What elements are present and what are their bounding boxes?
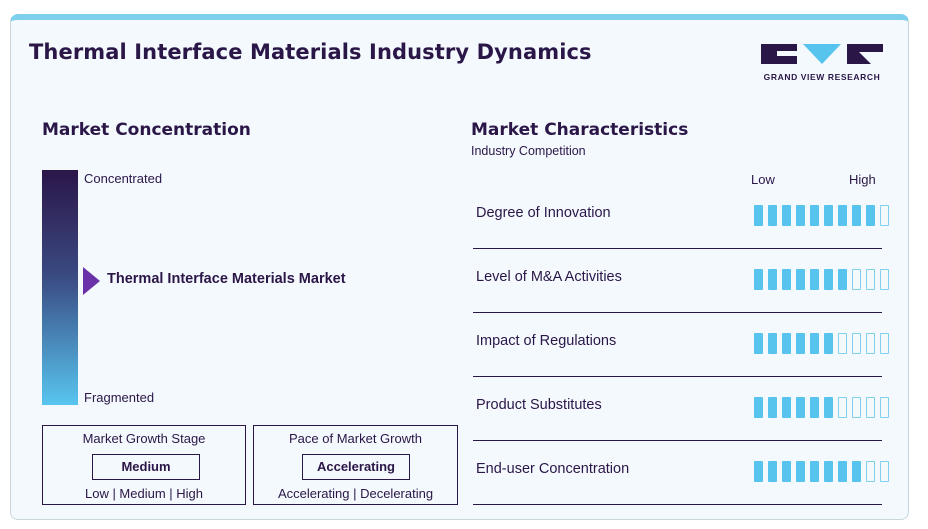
meter-segment-empty (852, 269, 861, 290)
characteristic-label: Level of M&A Activities (476, 269, 622, 285)
meter-segment-filled (810, 333, 819, 354)
meter-segment-filled (754, 205, 763, 226)
concentrated-label: Concentrated (84, 171, 163, 186)
meter-segment-filled (824, 205, 833, 226)
market-characteristics-heading: Market Characteristics (471, 120, 689, 140)
characteristic-row: Product Substitutes (473, 377, 889, 441)
meter-segment-empty (880, 269, 889, 290)
market-concentration-heading: Market Concentration (42, 120, 251, 140)
meter-segment-filled (768, 205, 777, 226)
meter-segment-filled (810, 397, 819, 418)
characteristic-label: End-user Concentration (476, 461, 630, 477)
meter-segment-filled (754, 269, 763, 290)
meter-segment-empty (866, 397, 875, 418)
growth-pace-options: Accelerating | Decelerating (277, 486, 434, 501)
meter-segment-filled (838, 205, 847, 226)
meter-segment-empty (838, 397, 847, 418)
characteristic-row: Degree of Innovation (473, 185, 889, 249)
market-position-arrow-icon (83, 267, 100, 295)
industry-competition-subheading: Industry Competition (471, 144, 586, 158)
characteristic-row: Impact of Regulations (473, 313, 889, 377)
meter-segment-empty (838, 333, 847, 354)
meter-segment-empty (880, 333, 889, 354)
low-label: Low (751, 172, 775, 187)
characteristic-meter (754, 205, 889, 226)
meter-segment-filled (768, 461, 777, 482)
meter-segment-filled (768, 397, 777, 418)
meter-segment-filled (824, 269, 833, 290)
meter-segment-filled (838, 461, 847, 482)
meter-segment-filled (782, 269, 791, 290)
meter-segment-filled (754, 397, 763, 418)
market-position-label: Thermal Interface Materials Market (107, 271, 346, 287)
grand-view-research-logo: GRAND VIEW RESEARCH (759, 42, 885, 82)
page-title: Thermal Interface Materials Industry Dyn… (29, 40, 592, 64)
meter-segment-empty (852, 333, 861, 354)
meter-segment-filled (824, 397, 833, 418)
growth-pace-value: Accelerating (302, 454, 410, 480)
characteristic-label: Product Substitutes (476, 397, 602, 413)
meter-segment-empty (852, 397, 861, 418)
meter-segment-filled (782, 205, 791, 226)
meter-segment-empty (880, 461, 889, 482)
high-label: High (849, 172, 876, 187)
meter-segment-filled (852, 461, 861, 482)
pace-of-market-growth-box: Pace of Market Growth Accelerating Accel… (253, 425, 458, 505)
characteristic-row: Level of M&A Activities (473, 249, 889, 313)
meter-segment-filled (782, 461, 791, 482)
dynamics-card: Thermal Interface Materials Industry Dyn… (10, 14, 909, 520)
meter-segment-filled (768, 269, 777, 290)
characteristic-label: Degree of Innovation (476, 205, 611, 221)
meter-segment-filled (824, 461, 833, 482)
meter-segment-filled (782, 397, 791, 418)
characteristic-meter (754, 461, 889, 482)
characteristic-meter (754, 269, 889, 290)
meter-segment-filled (768, 333, 777, 354)
concentration-gradient-bar (42, 170, 78, 405)
meter-segment-filled (810, 205, 819, 226)
meter-segment-filled (754, 333, 763, 354)
market-growth-stage-box: Market Growth Stage Medium Low | Medium … (42, 425, 246, 505)
meter-segment-empty (866, 461, 875, 482)
logo-text: GRAND VIEW RESEARCH (763, 72, 881, 82)
meter-segment-filled (796, 205, 805, 226)
meter-segment-empty (866, 269, 875, 290)
characteristic-meter (754, 333, 889, 354)
meter-segment-filled (796, 333, 805, 354)
meter-segment-filled (866, 205, 875, 226)
growth-stage-title: Market Growth Stage (82, 431, 206, 446)
fragmented-label: Fragmented (84, 390, 155, 405)
characteristic-meter (754, 397, 889, 418)
growth-stage-options: Low | Medium | High (84, 486, 204, 501)
meter-segment-filled (754, 461, 763, 482)
meter-segment-empty (880, 205, 889, 226)
growth-pace-title: Pace of Market Growth (289, 431, 422, 446)
meter-segment-filled (810, 269, 819, 290)
meter-segment-filled (838, 269, 847, 290)
meter-segment-filled (824, 333, 833, 354)
meter-segment-empty (880, 397, 889, 418)
meter-segment-filled (810, 461, 819, 482)
meter-segment-filled (782, 333, 791, 354)
meter-segment-filled (796, 269, 805, 290)
meter-segment-empty (866, 333, 875, 354)
growth-stage-value: Medium (92, 454, 200, 480)
characteristic-label: Impact of Regulations (476, 333, 617, 349)
meter-segment-filled (852, 205, 861, 226)
meter-segment-filled (796, 397, 805, 418)
meter-segment-filled (796, 461, 805, 482)
logo-mark-icon (761, 44, 883, 64)
characteristic-row: End-user Concentration (473, 441, 889, 505)
